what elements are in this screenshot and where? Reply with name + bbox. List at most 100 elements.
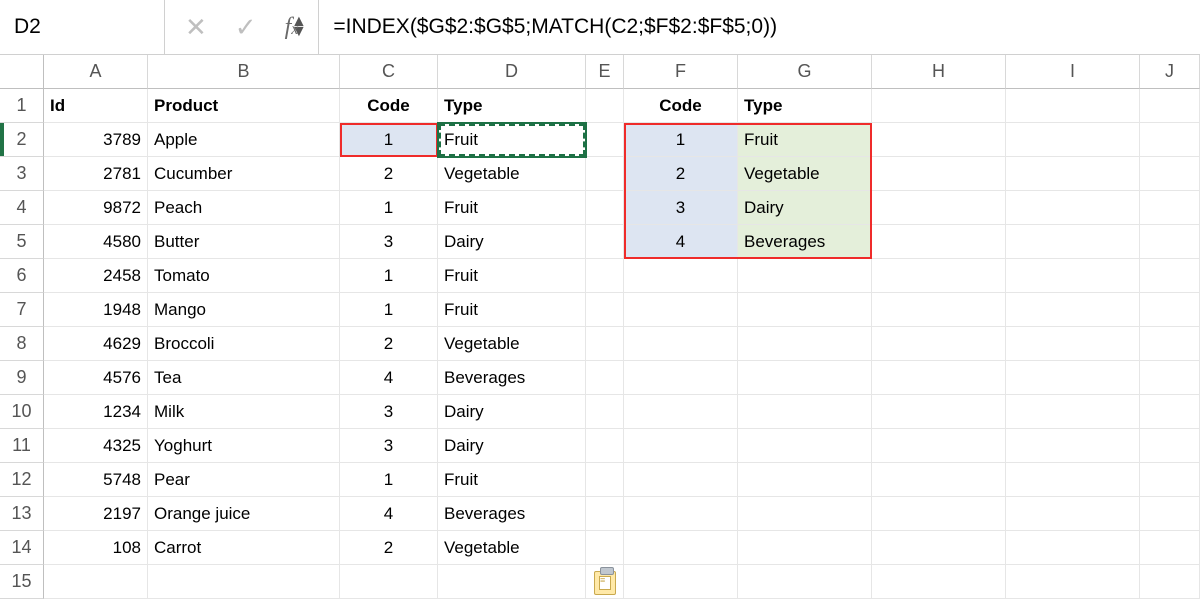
col-header-A[interactable]: A [44, 55, 148, 89]
cell-F15[interactable] [624, 565, 738, 599]
cell-A7[interactable]: 1948 [44, 293, 148, 327]
cell-F6[interactable] [624, 259, 738, 293]
cell-H3[interactable] [872, 157, 1006, 191]
select-all-corner[interactable] [0, 55, 44, 89]
cell-H1[interactable] [872, 89, 1006, 123]
cell-B7[interactable]: Mango [148, 293, 340, 327]
cell-I4[interactable] [1006, 191, 1140, 225]
cell-E11[interactable] [586, 429, 624, 463]
cell-B14[interactable]: Carrot [148, 531, 340, 565]
cell-F9[interactable] [624, 361, 738, 395]
cell-F5[interactable]: 4 [624, 225, 738, 259]
cell-J9[interactable] [1140, 361, 1200, 395]
cell-E2[interactable] [586, 123, 624, 157]
cell-C9[interactable]: 4 [340, 361, 438, 395]
cell-J8[interactable] [1140, 327, 1200, 361]
cell-G8[interactable] [738, 327, 872, 361]
row-header-9[interactable]: 9 [0, 361, 44, 395]
cell-A4[interactable]: 9872 [44, 191, 148, 225]
row-header-15[interactable]: 15 [0, 565, 44, 599]
cell-H13[interactable] [872, 497, 1006, 531]
cell-H6[interactable] [872, 259, 1006, 293]
cell-G14[interactable] [738, 531, 872, 565]
cell-C5[interactable]: 3 [340, 225, 438, 259]
col-header-J[interactable]: J [1140, 55, 1200, 89]
col-header-D[interactable]: D [438, 55, 586, 89]
cell-E1[interactable] [586, 89, 624, 123]
cell-B10[interactable]: Milk [148, 395, 340, 429]
name-box[interactable]: ▲ ▼ [0, 0, 165, 54]
cell-J11[interactable] [1140, 429, 1200, 463]
cell-B12[interactable]: Pear [148, 463, 340, 497]
cell-G2[interactable]: Fruit [738, 123, 872, 157]
cell-H5[interactable] [872, 225, 1006, 259]
cell-G3[interactable]: Vegetable [738, 157, 872, 191]
cell-B3[interactable]: Cucumber [148, 157, 340, 191]
cell-A8[interactable]: 4629 [44, 327, 148, 361]
cell-I1[interactable] [1006, 89, 1140, 123]
cell-D10[interactable]: Dairy [438, 395, 586, 429]
cell-E10[interactable] [586, 395, 624, 429]
cell-B2[interactable]: Apple [148, 123, 340, 157]
cell-C3[interactable]: 2 [340, 157, 438, 191]
cell-E8[interactable] [586, 327, 624, 361]
cell-G5[interactable]: Beverages [738, 225, 872, 259]
cell-E13[interactable] [586, 497, 624, 531]
cancel-icon[interactable]: ✕ [185, 12, 207, 43]
cell-B4[interactable]: Peach [148, 191, 340, 225]
cell-I11[interactable] [1006, 429, 1140, 463]
cell-G15[interactable] [738, 565, 872, 599]
row-header-7[interactable]: 7 [0, 293, 44, 327]
cell-E7[interactable] [586, 293, 624, 327]
cell-I10[interactable] [1006, 395, 1140, 429]
cell-D1[interactable]: Type [438, 89, 586, 123]
cell-E5[interactable] [586, 225, 624, 259]
cell-J6[interactable] [1140, 259, 1200, 293]
row-header-8[interactable]: 8 [0, 327, 44, 361]
cell-A13[interactable]: 2197 [44, 497, 148, 531]
cell-F8[interactable] [624, 327, 738, 361]
cell-H4[interactable] [872, 191, 1006, 225]
col-header-I[interactable]: I [1006, 55, 1140, 89]
cell-I13[interactable] [1006, 497, 1140, 531]
cell-C10[interactable]: 3 [340, 395, 438, 429]
cell-I15[interactable] [1006, 565, 1140, 599]
cell-H11[interactable] [872, 429, 1006, 463]
cell-J2[interactable] [1140, 123, 1200, 157]
cell-H10[interactable] [872, 395, 1006, 429]
cell-F13[interactable] [624, 497, 738, 531]
cell-F4[interactable]: 3 [624, 191, 738, 225]
cell-F14[interactable] [624, 531, 738, 565]
cell-A15[interactable] [44, 565, 148, 599]
cell-G12[interactable] [738, 463, 872, 497]
confirm-icon[interactable]: ✓ [235, 12, 257, 43]
cell-A9[interactable]: 4576 [44, 361, 148, 395]
cell-J7[interactable] [1140, 293, 1200, 327]
cell-E12[interactable] [586, 463, 624, 497]
cell-F10[interactable] [624, 395, 738, 429]
cell-D9[interactable]: Beverages [438, 361, 586, 395]
cell-F3[interactable]: 2 [624, 157, 738, 191]
cell-G11[interactable] [738, 429, 872, 463]
cell-G4[interactable]: Dairy [738, 191, 872, 225]
cell-A1[interactable]: Id [44, 89, 148, 123]
cell-J3[interactable] [1140, 157, 1200, 191]
cell-I3[interactable] [1006, 157, 1140, 191]
cell-J12[interactable] [1140, 463, 1200, 497]
cell-F7[interactable] [624, 293, 738, 327]
fx-icon[interactable]: fx [285, 14, 299, 41]
cell-B8[interactable]: Broccoli [148, 327, 340, 361]
cell-G10[interactable] [738, 395, 872, 429]
cell-A11[interactable]: 4325 [44, 429, 148, 463]
cell-F1[interactable]: Code [624, 89, 738, 123]
cell-E6[interactable] [586, 259, 624, 293]
cell-D7[interactable]: Fruit [438, 293, 586, 327]
col-header-B[interactable]: B [148, 55, 340, 89]
cell-D5[interactable]: Dairy [438, 225, 586, 259]
row-header-13[interactable]: 13 [0, 497, 44, 531]
cell-J14[interactable] [1140, 531, 1200, 565]
cell-G7[interactable] [738, 293, 872, 327]
cell-J10[interactable] [1140, 395, 1200, 429]
cell-D4[interactable]: Fruit [438, 191, 586, 225]
cell-H8[interactable] [872, 327, 1006, 361]
